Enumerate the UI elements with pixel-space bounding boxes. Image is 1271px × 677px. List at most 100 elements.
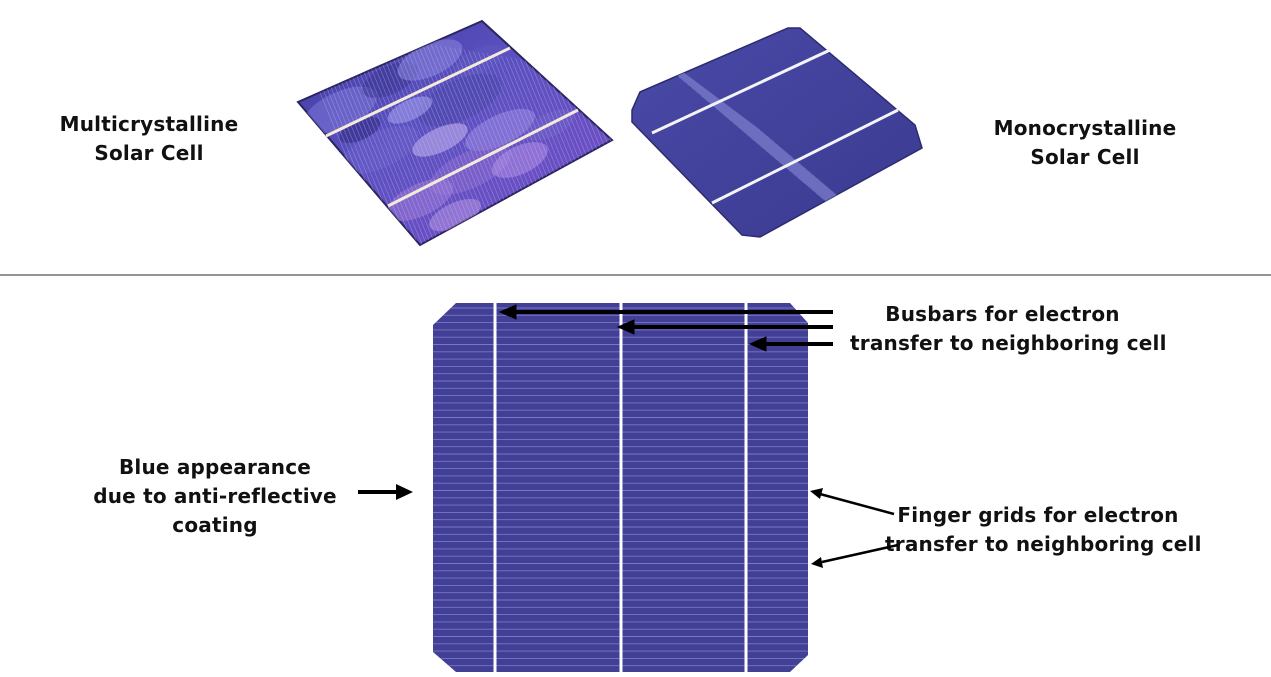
- crystal-grain: [429, 198, 481, 232]
- mono-finger-line: [885, 252, 1045, 372]
- monocrystalline-label-line2: Solar Cell: [1030, 145, 1140, 169]
- mono-finger-line: [866, 235, 922, 237]
- blue-appearance-label-line2: due to anti-reflective: [93, 484, 337, 508]
- mono-finger-line: [894, 260, 1054, 380]
- large-solar-cell: [433, 303, 808, 672]
- mono-finger-line: [820, 196, 922, 237]
- multicrystalline-label-line1: Multicrystalline: [59, 112, 239, 136]
- multi-finger-line: [543, 63, 612, 245]
- mono-finger-line: [659, 60, 821, 181]
- busbars-label-line1: Busbars for electron: [885, 302, 1120, 326]
- finger-grids-label: Finger grids for electron transfer to ne…: [885, 501, 1202, 559]
- monocrystalline-label-line1: Monocrystalline: [993, 116, 1177, 140]
- mono-finger-line: [682, 79, 844, 201]
- multi-finger-line: [505, 56, 602, 245]
- multi-finger-line: [360, 31, 456, 245]
- mono-finger-line: [668, 68, 830, 189]
- blue-appearance-label-line3: coating: [172, 513, 258, 537]
- crystal-grain: [341, 125, 419, 175]
- multi-finger-line: [491, 54, 588, 245]
- mono-finger-line: [852, 224, 922, 237]
- mono-finger-line: [802, 181, 922, 237]
- mono-finger-line: [815, 193, 922, 237]
- mono-finger-line: [881, 248, 1041, 368]
- mono-finger-line: [908, 271, 1068, 391]
- multicrystalline-busbar-2: [387, 108, 579, 208]
- multi-finger-line: [548, 63, 612, 245]
- finger-arrow-2: [821, 543, 899, 564]
- multi-finger-line: [534, 61, 612, 245]
- busbars-label-line2: transfer to neighboring cell: [850, 331, 1167, 355]
- mono-finger-line: [848, 220, 922, 237]
- blue-appearance-label: Blue appearance due to anti-reflective c…: [90, 453, 340, 540]
- mono-finger-line: [899, 264, 1059, 384]
- multi-finger-line: [538, 62, 612, 245]
- mono-finger-line: [792, 173, 922, 237]
- multi-finger-line: [364, 32, 461, 245]
- crystal-grain: [387, 96, 433, 124]
- multi-finger-line: [374, 34, 470, 245]
- multicrystalline-grain-texture: [302, 39, 575, 232]
- multicrystalline-label: Multicrystalline Solar Cell: [54, 110, 244, 168]
- mono-finger-line: [917, 279, 1077, 399]
- mono-finger-line: [861, 232, 922, 237]
- crystal-grain: [302, 86, 378, 134]
- blue-appearance-arrow: [358, 484, 413, 500]
- multi-finger-line: [487, 53, 583, 245]
- finger-arrowhead-2: [811, 557, 823, 568]
- busbars-label: Busbars for electron transfer to neighbo…: [850, 300, 1167, 358]
- mono-finger-line: [834, 208, 922, 237]
- monocrystalline-cell-body: [631, 27, 923, 238]
- mono-finger-line: [876, 244, 1036, 364]
- mono-finger-line: [857, 228, 922, 237]
- mono-finger-line: [904, 267, 1064, 387]
- busbar-arrowhead-1: [498, 304, 517, 320]
- mono-finger-line: [696, 91, 857, 213]
- finger-grids-label-line2: transfer to neighboring cell: [885, 532, 1202, 556]
- mono-finger-line: [783, 165, 922, 237]
- mono-finger-line: [673, 72, 834, 193]
- multi-finger-line: [496, 55, 593, 245]
- multi-finger-line: [552, 64, 612, 245]
- finger-grids-label-line1: Finger grids for electron: [897, 503, 1179, 527]
- crystal-grain: [492, 142, 548, 178]
- multi-finger-line: [501, 55, 597, 245]
- mono-finger-line: [700, 95, 862, 217]
- mono-finger-line: [677, 76, 839, 197]
- monocrystalline-label: Monocrystalline Solar Cell: [990, 114, 1180, 172]
- mono-finger-line: [654, 56, 816, 178]
- mono-finger-line: [632, 28, 765, 135]
- multi-finger-line: [369, 33, 466, 245]
- mono-finger-line: [843, 216, 922, 237]
- mono-finger-line: [829, 204, 922, 237]
- crystal-grain: [397, 39, 463, 81]
- crystal-grain: [418, 73, 502, 127]
- multicrystalline-busbar-1: [325, 46, 511, 138]
- busbar-arrowhead-2: [616, 319, 635, 335]
- finger-grid-arrows: [810, 488, 899, 568]
- monocrystalline-busbar-1: [651, 48, 831, 135]
- mono-finger-line: [913, 275, 1073, 395]
- mono-finger-line: [691, 87, 853, 209]
- finger-arrow-1: [819, 492, 895, 516]
- mono-finger-line: [788, 169, 922, 237]
- blue-appearance-arrowhead: [396, 484, 413, 500]
- busbar-arrows: [498, 304, 833, 352]
- crystal-grain: [339, 117, 381, 143]
- multicrystalline-label-line2: Solar Cell: [94, 141, 204, 165]
- mono-finger-line: [871, 240, 1031, 360]
- blue-appearance-label-line1: Blue appearance: [118, 455, 312, 479]
- mono-finger-line: [664, 64, 825, 185]
- mono-finger-line: [797, 177, 922, 237]
- multicrystalline-cell-image: [296, 19, 614, 247]
- mono-finger-line: [838, 212, 922, 237]
- mono-finger-line: [825, 200, 922, 237]
- crystal-grain: [464, 108, 536, 152]
- crystal-grain: [386, 178, 454, 222]
- crystal-grain: [412, 123, 468, 157]
- mono-finger-line: [806, 185, 922, 237]
- finger-arrowhead-1: [810, 488, 823, 499]
- busbar-arrowhead-3: [748, 336, 767, 352]
- mono-finger-line: [890, 256, 1050, 376]
